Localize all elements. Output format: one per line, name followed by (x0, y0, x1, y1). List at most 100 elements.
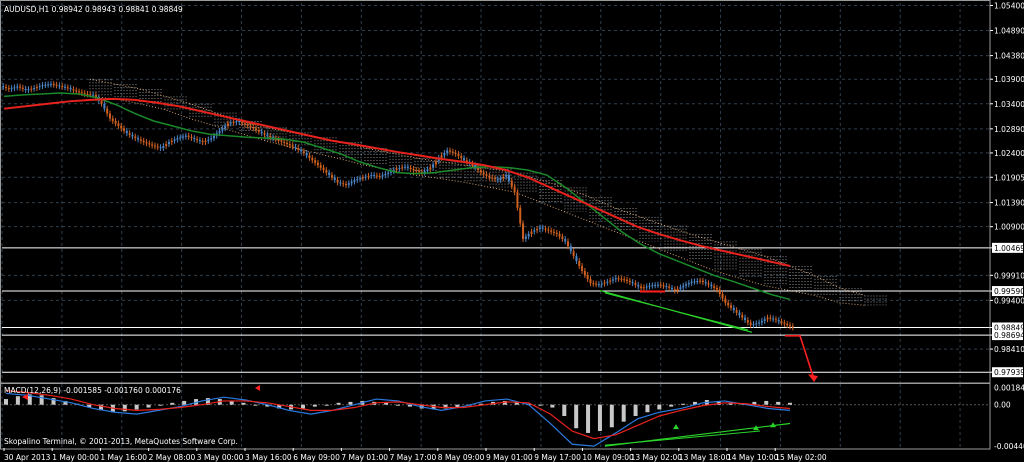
candle-body (176, 138, 179, 140)
candle-body (156, 146, 159, 148)
time-label: 9 May 01:00 (486, 453, 533, 462)
candle-body (659, 284, 662, 286)
candle-body (685, 284, 688, 286)
candle-body (741, 315, 744, 318)
price-label-box (992, 322, 1023, 333)
candle-body (291, 145, 294, 147)
candle-body (13, 87, 16, 89)
candle-body (83, 93, 86, 95)
macd-marker (22, 394, 28, 400)
candle-body (378, 176, 381, 178)
candle-body (491, 177, 494, 179)
macd-histogram-bar (502, 400, 507, 405)
macd-histogram-bar (586, 404, 591, 433)
candle-body (558, 234, 561, 237)
price-label-box (992, 330, 1023, 341)
candle-body (583, 270, 586, 276)
macd-info: MACD(12,26,9) -0.001585 -0.001760 0.0001… (4, 386, 181, 395)
chart-frame (0, 0, 991, 450)
candle-body (210, 138, 213, 140)
candle-body (364, 176, 367, 178)
candle-body (117, 123, 120, 126)
macd-histogram-bar (87, 404, 92, 408)
candle-body (507, 175, 510, 181)
candle-body (229, 122, 232, 124)
candle-body (30, 88, 33, 90)
candle-body (243, 123, 246, 125)
candle-body (162, 146, 165, 149)
candle-body (578, 261, 581, 266)
time-label: 6 May 09:00 (293, 453, 340, 462)
candle-body (510, 180, 513, 187)
macd-main-line (5, 392, 791, 447)
macd-histogram-bar (158, 404, 163, 406)
candle-body (257, 129, 260, 132)
candle-body (670, 287, 673, 290)
candle-body (780, 321, 783, 323)
candle-body (336, 179, 339, 183)
macd-histogram-bar (39, 395, 44, 405)
macd-histogram-bar (776, 401, 781, 405)
candle-body (471, 163, 474, 166)
candle-body (167, 142, 170, 145)
macd-histogram-bar (514, 401, 519, 405)
candle-body (94, 94, 97, 98)
symbol-info: AUDUSD,H1 0.98942 0.98943 0.98841 0.9884… (4, 5, 183, 14)
candle-body (572, 251, 575, 257)
annotations (599, 289, 818, 382)
macd-histogram-bar (657, 404, 662, 410)
candle-body (406, 166, 409, 168)
candle-body (603, 282, 606, 284)
candles (2, 81, 794, 331)
candle-body (64, 86, 67, 88)
candle-body (305, 152, 308, 156)
macd-up-arrow (753, 425, 759, 431)
price-label: 0.99590 (994, 287, 1024, 296)
candle-body (727, 302, 730, 306)
candle-body (21, 87, 24, 89)
macd-histogram-bar (455, 404, 460, 408)
candle-body (58, 85, 61, 87)
candle-body (519, 207, 522, 224)
candle-body (718, 289, 721, 295)
price-label: 1.01390 (994, 199, 1024, 208)
candle-body (330, 175, 333, 178)
candle-body (724, 298, 727, 303)
candle-body (226, 123, 229, 126)
macd-histogram-bar (597, 404, 602, 432)
candle-body (246, 124, 249, 126)
time-label: 1 May 00:00 (52, 453, 99, 462)
candle-body (595, 283, 598, 285)
candle-body (353, 179, 356, 182)
macd-histogram-bar (728, 402, 733, 405)
candle-body (201, 141, 204, 143)
candle-body (300, 149, 303, 152)
candle-body (66, 87, 69, 89)
macd-histogram-bar (574, 404, 579, 429)
candle-body (505, 175, 508, 177)
candle-body (5, 87, 7, 89)
chart-grid (1, 3, 990, 448)
candle-body (760, 320, 763, 323)
candle-body (198, 140, 201, 142)
candle-body (212, 135, 215, 139)
candle-body (423, 170, 426, 173)
macd-histogram-bar (300, 404, 305, 409)
price-label: 1.05400 (994, 1, 1024, 10)
candle-body (665, 285, 668, 287)
candle-body (387, 172, 390, 174)
candle-body (654, 284, 657, 286)
candle-body (662, 285, 665, 287)
candle-body (642, 287, 645, 289)
candle-body (443, 152, 446, 156)
candle-body (80, 92, 83, 94)
candle-body (131, 134, 134, 137)
candle-body (426, 169, 429, 171)
candle-body (769, 317, 772, 319)
candle-body (241, 122, 244, 124)
candle-body (170, 140, 173, 143)
candle-body (707, 283, 710, 285)
candle-body (361, 177, 364, 179)
candle-body (758, 322, 761, 324)
